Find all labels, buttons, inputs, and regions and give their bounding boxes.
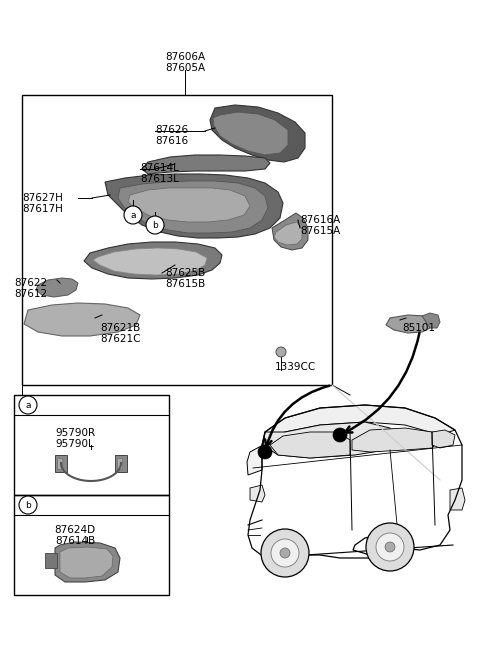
Polygon shape	[24, 303, 140, 336]
Polygon shape	[274, 222, 302, 245]
Text: 85101: 85101	[402, 323, 435, 333]
Text: 1339CC: 1339CC	[275, 362, 316, 372]
Polygon shape	[210, 105, 305, 162]
Bar	[14, 395, 169, 495]
Bar	[14, 495, 169, 595]
Circle shape	[124, 206, 142, 224]
Circle shape	[385, 542, 395, 552]
Circle shape	[146, 216, 164, 234]
Polygon shape	[450, 488, 465, 510]
Polygon shape	[213, 112, 288, 155]
Circle shape	[333, 428, 347, 442]
Text: 87621B: 87621B	[100, 323, 140, 333]
Text: 87626: 87626	[155, 125, 188, 135]
Text: 87625B: 87625B	[165, 268, 205, 278]
Text: 87616A: 87616A	[300, 215, 340, 225]
Circle shape	[19, 396, 37, 414]
Circle shape	[280, 548, 290, 558]
Polygon shape	[117, 458, 122, 469]
Text: 87622: 87622	[14, 278, 47, 288]
Circle shape	[19, 496, 37, 514]
Polygon shape	[250, 485, 265, 502]
Text: 87617H: 87617H	[22, 204, 63, 214]
Circle shape	[276, 347, 286, 357]
Polygon shape	[128, 188, 250, 222]
Bar	[22, 95, 332, 385]
Polygon shape	[55, 542, 120, 582]
Text: b: b	[152, 221, 158, 229]
Polygon shape	[142, 155, 270, 174]
Text: 87615B: 87615B	[165, 279, 205, 289]
Text: 87605A: 87605A	[165, 63, 205, 73]
Polygon shape	[60, 547, 113, 578]
Text: 87616: 87616	[155, 136, 188, 146]
Circle shape	[271, 539, 299, 567]
Circle shape	[261, 529, 309, 577]
Polygon shape	[432, 430, 455, 448]
Text: 87621C: 87621C	[100, 334, 141, 344]
Polygon shape	[352, 428, 440, 452]
Text: 87614B: 87614B	[55, 536, 95, 546]
Polygon shape	[386, 315, 432, 333]
Text: a: a	[25, 401, 31, 409]
Text: 87612: 87612	[14, 289, 47, 299]
Text: 87614L: 87614L	[140, 163, 179, 173]
Circle shape	[366, 523, 414, 571]
Polygon shape	[263, 422, 395, 458]
Text: 87627H: 87627H	[22, 193, 63, 203]
Ellipse shape	[108, 252, 203, 272]
Text: 95790L: 95790L	[56, 439, 95, 449]
Polygon shape	[270, 432, 350, 458]
Ellipse shape	[36, 308, 132, 330]
Circle shape	[258, 445, 272, 459]
Ellipse shape	[43, 281, 71, 294]
Text: a: a	[130, 210, 136, 219]
Polygon shape	[93, 248, 207, 275]
Text: b: b	[25, 501, 31, 509]
Text: 87615A: 87615A	[300, 226, 340, 236]
Text: 87606A: 87606A	[165, 52, 205, 62]
Polygon shape	[247, 432, 265, 475]
Text: 95790R: 95790R	[55, 428, 95, 438]
Text: 87624D: 87624D	[54, 525, 96, 535]
Polygon shape	[265, 405, 455, 440]
Circle shape	[376, 533, 404, 561]
Polygon shape	[55, 455, 67, 472]
Polygon shape	[84, 242, 222, 279]
Polygon shape	[36, 278, 78, 297]
Polygon shape	[45, 553, 57, 568]
Polygon shape	[422, 313, 440, 328]
Text: 87613L: 87613L	[140, 174, 179, 184]
Polygon shape	[118, 181, 268, 233]
Polygon shape	[272, 213, 308, 250]
Polygon shape	[105, 174, 283, 238]
Polygon shape	[115, 455, 127, 472]
Polygon shape	[57, 458, 62, 469]
